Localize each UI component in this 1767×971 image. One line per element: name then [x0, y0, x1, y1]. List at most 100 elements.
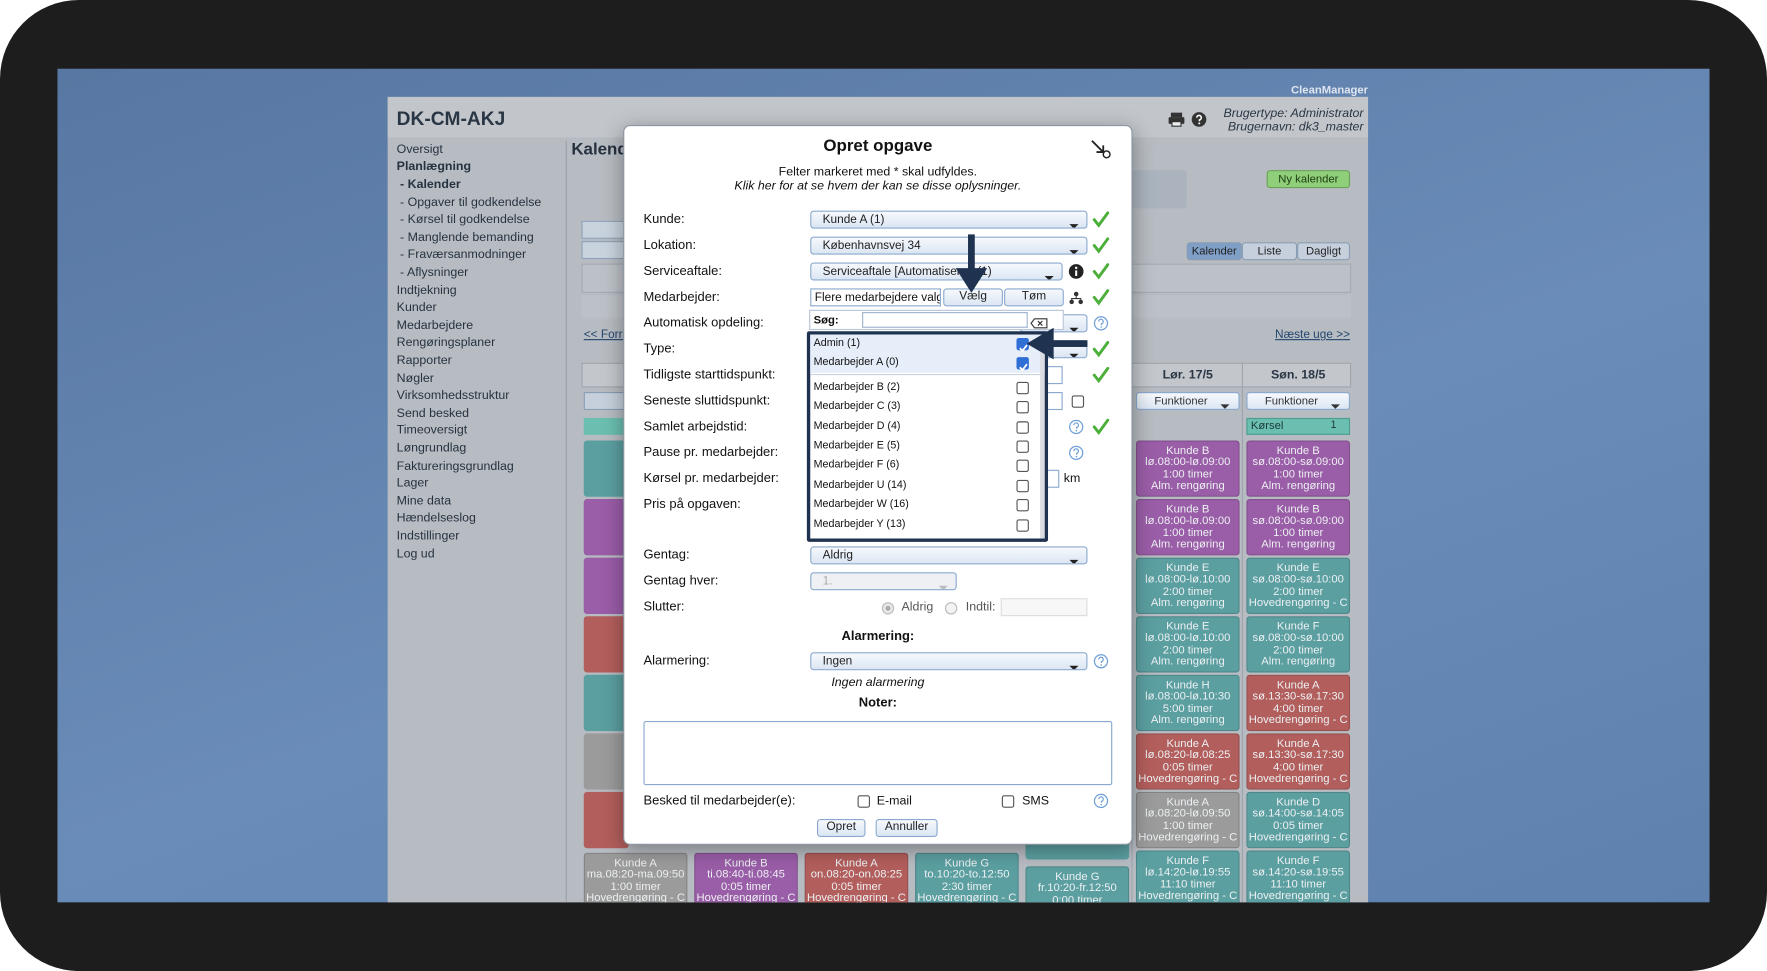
sidebar-item[interactable]: Mine data: [396, 494, 452, 508]
picker-option-checkbox[interactable]: [1015, 518, 1029, 532]
sidebar-item[interactable]: Rengøringsplaner: [396, 336, 496, 350]
event-card[interactable]: [1246, 733, 1351, 790]
dropdown-caret-part: [1069, 224, 1079, 228]
picker-option[interactable]: Medarbejder F (6): [813, 458, 900, 471]
functions-button[interactable]: [1246, 392, 1351, 411]
sidebar-item[interactable]: - Opgaver til godkendelse: [400, 195, 542, 210]
repeat-select[interactable]: Aldrig: [810, 546, 1088, 565]
sidebar-item[interactable]: Medarbejdere: [396, 318, 474, 333]
email-checkbox[interactable]: [857, 794, 870, 808]
clear-button[interactable]: [1004, 288, 1064, 307]
employee-input[interactable]: Flere medarbejdere valgt: [810, 288, 941, 307]
picker-option[interactable]: Medarbejder Y (13): [813, 517, 906, 531]
customer-select[interactable]: Kunde A (1): [810, 210, 1088, 229]
repeat-every-select[interactable]: 1.: [810, 572, 957, 591]
event-card[interactable]: [1246, 850, 1351, 903]
event-card[interactable]: [804, 852, 909, 903]
new-calendar-button-label[interactable]: Ny kalender: [1278, 172, 1339, 186]
sidebar-item[interactable]: Kunder: [396, 301, 437, 315]
agreement-select[interactable]: Serviceaftale [Automatiseret] (1): [810, 262, 1063, 281]
event-card[interactable]: [1246, 557, 1351, 614]
event-card[interactable]: [694, 852, 798, 903]
sidebar-item[interactable]: Log ud: [396, 547, 435, 561]
picker-option[interactable]: Medarbejder E (5): [813, 439, 900, 452]
picker-option-checkbox[interactable]: [1015, 459, 1029, 472]
picker-option-checkbox[interactable]: [1015, 356, 1029, 371]
sidebar-item[interactable]: Lager: [396, 476, 429, 491]
sidebar-item[interactable]: Rapporter: [396, 353, 452, 368]
event-card[interactable]: [915, 852, 1019, 903]
picker-option[interactable]: Medarbejder W (16): [813, 497, 909, 511]
picker-option[interactable]: Medarbejder A (0): [813, 355, 899, 369]
sidebar-item[interactable]: - Kalender: [400, 178, 461, 192]
event-card[interactable]: [1135, 557, 1240, 614]
sidebar-item[interactable]: Indtjekning: [396, 283, 457, 297]
view-tab-label[interactable]: Liste: [1257, 245, 1282, 258]
new-calendar-button[interactable]: [1266, 170, 1351, 189]
sidebar-item[interactable]: Faktureringsgrundlag: [396, 459, 514, 473]
picker-option-checkbox[interactable]: [1015, 479, 1029, 492]
view-tab[interactable]: [1241, 242, 1298, 261]
cancel-button[interactable]: [875, 818, 938, 837]
sidebar-item[interactable]: Timeoversigt: [396, 424, 468, 438]
picker-option[interactable]: Admin (1): [813, 336, 861, 350]
picker-option[interactable]: Medarbejder B (2): [813, 380, 900, 393]
sidebar-item[interactable]: Nøgler: [396, 371, 434, 385]
sidebar-item[interactable]: - Manglende bemanding: [400, 230, 534, 245]
sidebar-item[interactable]: Hændelseslog: [396, 511, 476, 526]
event-card[interactable]: [1246, 791, 1351, 849]
submit-button-label[interactable]: Opret: [826, 820, 857, 834]
picker-option-checkbox[interactable]: [1015, 400, 1029, 413]
event-card-line: 0:05 timer: [720, 880, 772, 893]
notes-textarea[interactable]: [643, 720, 1113, 786]
location-select[interactable]: Københavnsvej 34: [810, 236, 1088, 255]
sidebar-item[interactable]: - Fraværsanmodninger: [400, 248, 527, 262]
event-card[interactable]: [1135, 499, 1240, 556]
picker-option[interactable]: Medarbejder D (4): [813, 419, 901, 433]
event-card[interactable]: [1135, 733, 1240, 790]
sms-checkbox[interactable]: [1001, 794, 1014, 808]
view-tab[interactable]: [1297, 242, 1351, 261]
choose-button-label[interactable]: Vælg: [959, 289, 987, 304]
event-card[interactable]: [1246, 499, 1351, 556]
view-tab-label[interactable]: Dagligt: [1306, 245, 1342, 258]
picker-search-input[interactable]: [862, 312, 1028, 328]
sidebar-item[interactable]: Virksomhedsstruktur: [396, 388, 510, 403]
event-card-line: sø.14:00-sø.14:05: [1252, 807, 1344, 821]
sidebar-item[interactable]: Planlægning: [396, 160, 472, 174]
sidebar-item[interactable]: - Kørsel til godkendelse: [400, 213, 530, 227]
functions-label[interactable]: Funktioner: [1264, 394, 1319, 408]
view-tab[interactable]: [1186, 242, 1242, 261]
event-card[interactable]: [1025, 866, 1130, 903]
latest-end-checkbox[interactable]: [1071, 394, 1084, 408]
event-card[interactable]: [583, 852, 688, 903]
picker-option-checkbox[interactable]: [1015, 498, 1029, 511]
sidebar-item[interactable]: - Aflysninger: [400, 265, 469, 280]
sidebar-item[interactable]: Send besked: [396, 406, 470, 421]
event-card[interactable]: [1135, 440, 1240, 497]
visibility-note[interactable]: Klik her for at se hvem der kan se disse…: [734, 178, 1022, 193]
event-card[interactable]: [1135, 850, 1240, 903]
picker-option[interactable]: Medarbejder C (3): [813, 399, 901, 413]
sidebar-item[interactable]: Løngrundlag: [396, 441, 467, 456]
sidebar-item[interactable]: Oversigt: [396, 142, 443, 157]
event-card[interactable]: [1135, 616, 1240, 673]
clear-button-label[interactable]: Tøm: [1021, 289, 1047, 304]
view-tab-label[interactable]: Kalender: [1191, 245, 1237, 258]
alarm-select[interactable]: Ingen: [810, 652, 1088, 671]
event-card[interactable]: [1135, 674, 1240, 732]
picker-option[interactable]: Medarbejder U (14): [813, 478, 907, 491]
event-card[interactable]: [1246, 616, 1351, 673]
functions-label[interactable]: Funktioner: [1154, 394, 1208, 408]
functions-button[interactable]: [1135, 392, 1240, 411]
cancel-button-label[interactable]: Annuller: [884, 820, 929, 834]
picker-option-checkbox[interactable]: [1015, 381, 1029, 394]
picker-option-checkbox[interactable]: [1015, 439, 1029, 453]
event-card[interactable]: [1246, 674, 1351, 732]
event-card[interactable]: [1135, 791, 1240, 849]
submit-button[interactable]: [817, 818, 866, 837]
sidebar-item[interactable]: Indstillinger: [396, 529, 460, 544]
picker-option-checkbox[interactable]: [1015, 420, 1029, 434]
next-week-link[interactable]: Næste uge >>: [1275, 328, 1351, 342]
event-card[interactable]: [1246, 440, 1351, 497]
